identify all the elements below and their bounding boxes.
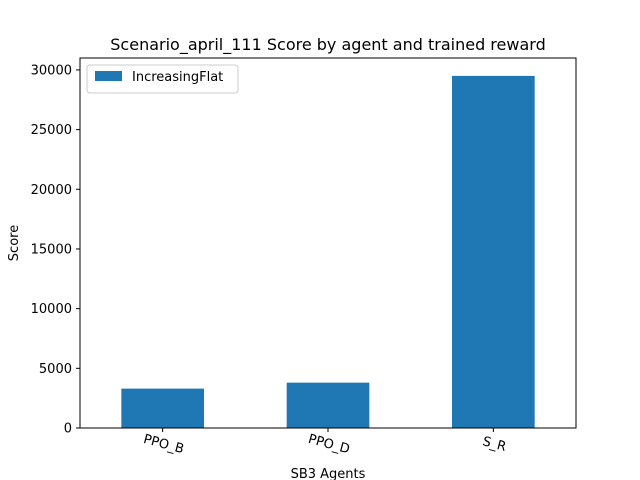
y-axis-ticks: 0 5000 10000 15000 20000 25000 30000	[31, 63, 80, 437]
x-axis-label: SB3 Agents	[291, 467, 366, 480]
y-tick-label: 30000	[31, 63, 72, 78]
plot-area	[79, 57, 577, 429]
chart-title: Scenario_april_111 Score by agent and tr…	[110, 35, 545, 55]
legend-box	[86, 64, 239, 94]
legend-swatch	[95, 71, 122, 81]
bar-s-r	[452, 75, 535, 428]
x-tick-label: PPO_B	[142, 432, 186, 457]
y-tick-label: 0	[64, 422, 72, 437]
bar-ppo-d	[286, 382, 370, 428]
x-tick-label: S_R	[481, 434, 508, 455]
legend: IncreasingFlat	[86, 64, 239, 94]
bar-ppo-b	[121, 388, 204, 428]
y-tick-label: 15000	[31, 242, 72, 257]
y-axis-label: Score	[7, 225, 22, 261]
y-tick-label: 25000	[31, 123, 72, 138]
bars-group	[121, 75, 535, 428]
y-tick-label: 10000	[31, 302, 72, 317]
y-tick-label: 5000	[39, 362, 72, 377]
y-tick-label: 20000	[31, 183, 72, 198]
legend-label: IncreasingFlat	[132, 70, 223, 85]
x-tick-label: PPO_D	[306, 432, 351, 457]
x-axis-ticks: PPO_B PPO_D S_R	[142, 428, 508, 457]
